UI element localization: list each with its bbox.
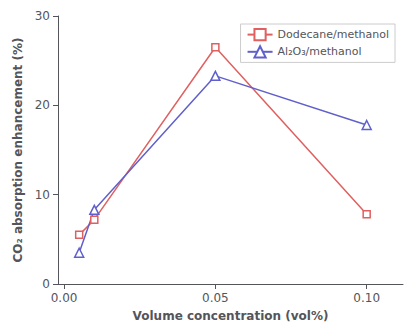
svg-text:Volume concentration (vol%): Volume concentration (vol%): [133, 309, 329, 323]
svg-text:Al₂O₃/methanol: Al₂O₃/methanol: [278, 45, 362, 58]
svg-text:0.10: 0.10: [353, 291, 380, 305]
svg-text:0.00: 0.00: [51, 291, 78, 305]
svg-text:20: 20: [35, 98, 50, 112]
svg-text:30: 30: [35, 9, 50, 23]
svg-text:0.05: 0.05: [202, 291, 229, 305]
svg-text:0: 0: [42, 277, 50, 291]
svg-text:CO₂ absorption enhancement (%): CO₂ absorption enhancement (%): [11, 37, 25, 262]
svg-text:Dodecane/methanol: Dodecane/methanol: [278, 28, 389, 41]
svg-text:10: 10: [35, 188, 50, 202]
